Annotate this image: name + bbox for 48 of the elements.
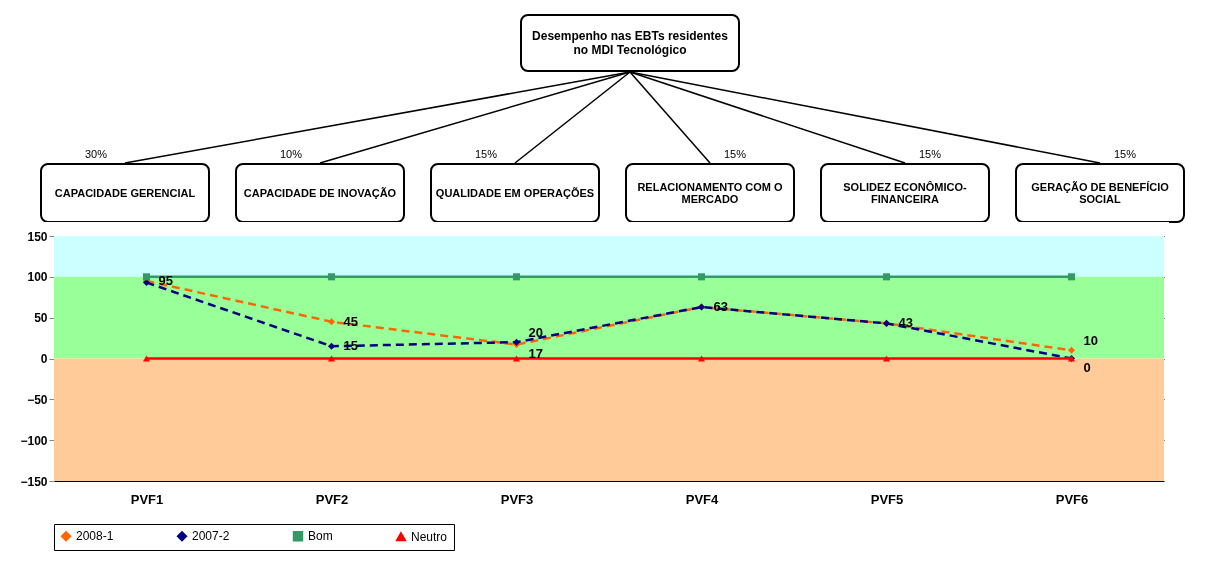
y-tick-label: 150 bbox=[27, 229, 48, 244]
point bbox=[1067, 346, 1076, 354]
y-tick-label: 100 bbox=[27, 270, 48, 285]
y-tick-label: −150 bbox=[20, 474, 48, 489]
x-tick-label: PVF4 bbox=[685, 491, 720, 507]
data-label: 95 bbox=[158, 272, 173, 288]
legend-label: 2008-1 bbox=[76, 529, 114, 544]
point bbox=[512, 273, 521, 281]
y-tick-label: −50 bbox=[27, 392, 48, 407]
text: CAPACIDADE DE INOVAÇÃO bbox=[235, 163, 405, 223]
y-tick-label: 50 bbox=[34, 311, 48, 326]
chart-title: Desempenho nas EBTs residentes no MDI Tecnológico bbox=[520, 14, 740, 72]
data-label: 17 bbox=[528, 345, 543, 361]
y-tick-label: −100 bbox=[20, 433, 48, 448]
x-tick-label: PVF1 bbox=[130, 491, 164, 507]
point bbox=[512, 355, 521, 362]
point bbox=[697, 273, 706, 281]
text: 15% bbox=[919, 148, 942, 160]
data-label: 10 bbox=[1083, 333, 1098, 349]
x-tick-label: PVF2 bbox=[315, 491, 349, 507]
text: 30% bbox=[85, 148, 108, 160]
point bbox=[882, 273, 891, 281]
text: 15% bbox=[1114, 148, 1137, 160]
text: 15% bbox=[475, 148, 498, 160]
text: 15% bbox=[724, 148, 747, 160]
x-tick-label: PVF6 bbox=[1055, 491, 1089, 507]
point bbox=[142, 355, 151, 362]
data-label: 20 bbox=[528, 325, 543, 341]
text: CAPACIDADE GERENCIAL bbox=[40, 163, 210, 223]
point bbox=[327, 318, 336, 326]
point bbox=[697, 355, 706, 362]
x-tick-label: PVF5 bbox=[870, 491, 904, 507]
text: SOLIDEZ ECONÔMICO-FINANCEIRA bbox=[820, 163, 990, 223]
point bbox=[882, 355, 891, 362]
point bbox=[327, 355, 336, 362]
legend-label: Bom bbox=[308, 529, 333, 544]
point bbox=[327, 273, 336, 281]
legend-label: 2007-2 bbox=[192, 529, 230, 544]
data-label: 0 bbox=[1083, 359, 1091, 375]
y-tick-label: 0 bbox=[40, 352, 48, 366]
point bbox=[1067, 273, 1076, 281]
legend-label: Neutro bbox=[411, 529, 448, 544]
text: GERAÇÃO DE BENEFÍCIO SOCIAL bbox=[1015, 163, 1185, 223]
x-tick-label: PVF3 bbox=[500, 491, 534, 507]
point bbox=[142, 273, 151, 281]
text: 10% bbox=[280, 148, 303, 160]
text: QUALIDADE EM OPERAÇÕES bbox=[430, 163, 600, 223]
text: RELACIONAMENTO COM O MERCADO bbox=[625, 163, 795, 223]
